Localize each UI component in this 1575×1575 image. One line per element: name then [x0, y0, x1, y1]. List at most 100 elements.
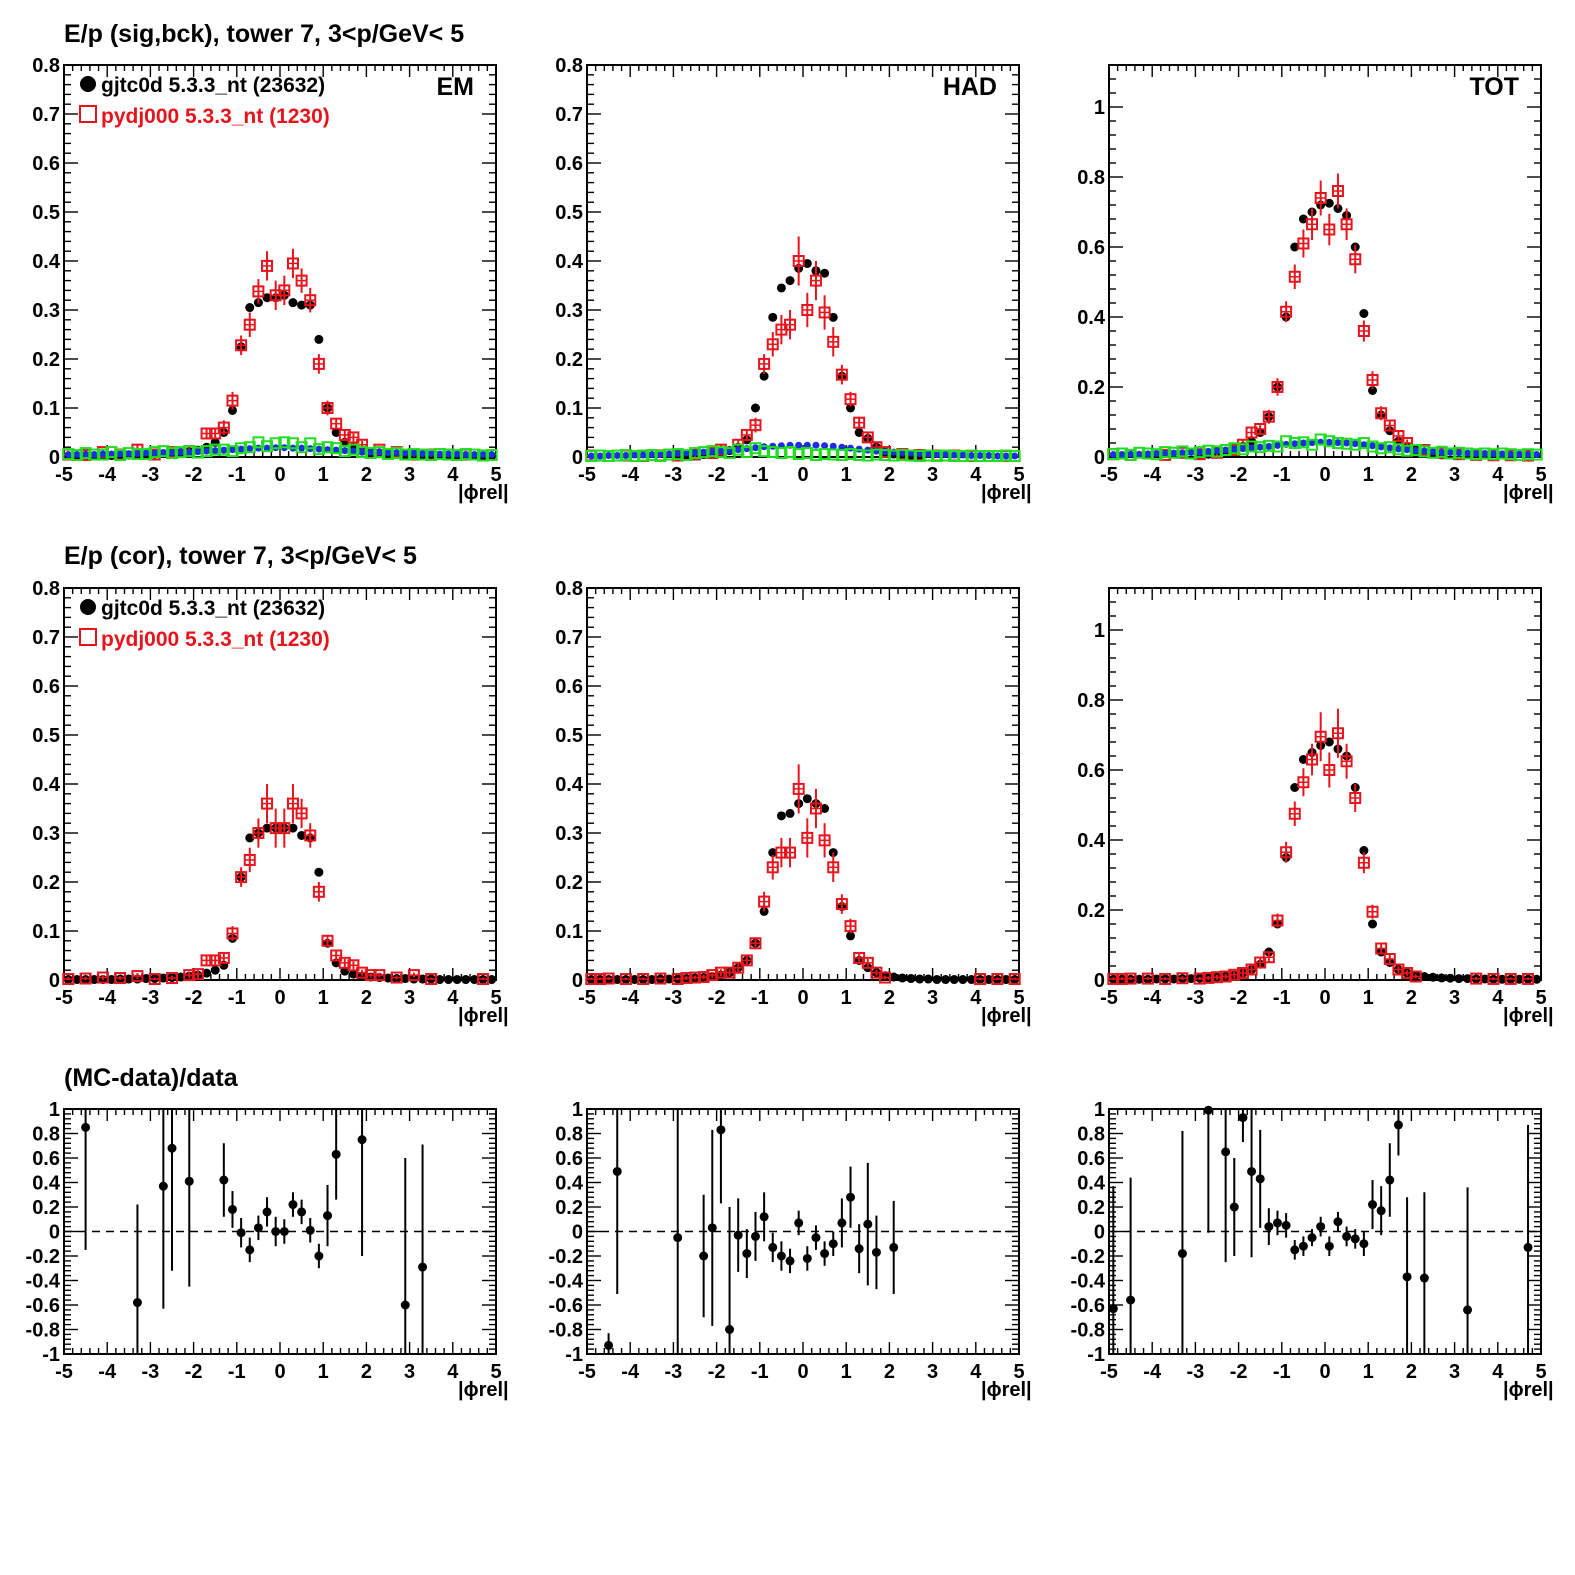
ratio-point: [846, 1192, 856, 1202]
bck-mc-point: [1245, 440, 1258, 453]
ratio-point: [1342, 1231, 1352, 1241]
x-tick-label: 1: [841, 987, 852, 1009]
y-tick-label: 0.6: [32, 676, 60, 698]
ratio-point: [828, 1239, 838, 1249]
bck-data-point: [1204, 447, 1212, 455]
bck-mc-point: [1418, 445, 1431, 458]
x-tick-label: -5: [55, 1361, 73, 1383]
ratio-point: [863, 1219, 873, 1229]
bck-mc-point: [451, 449, 464, 462]
bck-mc-point: [1349, 438, 1362, 451]
chart-panel-9: -5 -4 -3 -2 -1 0 1 2 3 4 5-1-0.8-0.6-0.4-0.200.20.…: [1071, 1099, 1554, 1401]
bck-data-point: [976, 452, 984, 460]
x-tick-label: 1: [318, 1361, 329, 1383]
y-tick-label: 0.8: [1077, 167, 1105, 189]
y-tick-label: 0: [1094, 447, 1105, 469]
bck-mc-point: [1228, 442, 1241, 455]
bck-data-point: [985, 452, 993, 460]
row-title-cor: E/p (cor), tower 7, 3<p/GeV< 5: [64, 542, 417, 570]
data-point: [435, 975, 445, 985]
data-point: [1368, 919, 1378, 929]
bck-data-point: [159, 449, 167, 457]
ratio-point: [1350, 1234, 1360, 1244]
data-point: [1454, 974, 1464, 984]
bck-mc-point: [1340, 437, 1353, 450]
bck-mc-point: [974, 450, 987, 463]
bck-data-point: [488, 451, 496, 459]
x-tick-label: -4: [98, 1361, 117, 1383]
data-point: [297, 300, 307, 310]
chart-panel-6: -5 -4 -3 -2 -1 0 1 2 3 4 5 0 0.2 0.4 0.6 0.8 1 |ϕrel|: [1077, 587, 1554, 1027]
x-tick-label: 1: [318, 987, 329, 1009]
y-tick-label: -0.4: [549, 1271, 584, 1293]
bck-mc-point: [459, 448, 472, 461]
bck-data-point: [596, 452, 604, 460]
bck-data-point: [315, 445, 323, 453]
data-point: [846, 931, 856, 941]
bck-data-point: [674, 450, 682, 458]
data-point: [612, 975, 622, 985]
bck-data-point: [933, 451, 941, 459]
y-tick-label: -1: [565, 1344, 583, 1366]
y-tick-label: 0.8: [1077, 1124, 1105, 1146]
bck-mc-point: [1193, 446, 1206, 459]
y-tick-label: 0.6: [32, 153, 60, 175]
data-point: [854, 428, 864, 437]
bck-mc-point: [286, 437, 299, 450]
y-tick-label: 0.8: [555, 55, 583, 77]
bck-data-point: [812, 441, 820, 449]
x-tick-label: 5: [1535, 1361, 1546, 1383]
bck-data-point: [470, 451, 478, 459]
y-tick-label: 0.1: [555, 398, 583, 420]
bck-mc-point: [1452, 446, 1465, 459]
data-point: [820, 804, 830, 813]
x-axis-label: |ϕrel|: [458, 482, 509, 504]
bck-data-point: [133, 450, 141, 458]
bck-data-point: [358, 448, 366, 456]
bck-mc-point: [157, 445, 170, 458]
x-tick-label: -1: [1273, 987, 1291, 1009]
x-tick-label: -2: [1230, 464, 1248, 486]
bck-data-point: [1464, 449, 1472, 457]
x-tick-label: 2: [1406, 464, 1417, 486]
ratio-point: [81, 1122, 91, 1132]
bck-data-point: [1153, 450, 1161, 457]
ratio-point: [604, 1340, 614, 1350]
y-tick-label: 0.2: [1077, 1197, 1105, 1219]
x-axis-label: |ϕrel|: [981, 1005, 1032, 1027]
data-point: [262, 823, 272, 833]
legend-label-data: gjtc0d 5.3.3_nt (23632): [101, 74, 325, 97]
x-tick-label: 0: [797, 987, 808, 1009]
legend-label-data: gjtc0d 5.3.3_nt (23632): [101, 597, 325, 620]
bck-mc-point: [1444, 447, 1457, 460]
ratio-point: [742, 1249, 752, 1259]
bck-data-point: [367, 448, 375, 456]
bck-data-point: [1196, 448, 1204, 456]
data-point: [949, 975, 959, 985]
bck-mc-point: [269, 437, 282, 450]
x-tick-label: 5: [490, 1361, 501, 1383]
bck-data-point: [298, 444, 306, 452]
bck-mc-point: [88, 448, 101, 461]
data-point: [941, 975, 951, 985]
bck-data-point: [99, 450, 107, 458]
bck-data-point: [631, 451, 639, 459]
x-tick-label: -5: [578, 464, 596, 486]
bck-data-point: [341, 447, 349, 455]
chart-panel-2: -5 -4 -3 -2 -1 0 1 2 3 4 5 0 0.1 0.2 0.3 0.4 0.5 0.6 0.7 0.…: [555, 55, 1031, 504]
x-tick-label: 1: [318, 464, 329, 486]
x-tick-label: -3: [1187, 987, 1205, 1009]
y-tick-label: 0.2: [555, 1197, 583, 1219]
data-point: [1290, 242, 1300, 252]
x-tick-label: 3: [404, 464, 415, 486]
chart-panel-4: -5 -4 -3 -2 -1 0 1 2 3 4 5 0 0.1 0.2 0.3 0.4 0.5 0.6 0.7 0.…: [32, 578, 508, 1027]
x-axis-label: |ϕrel|: [1503, 1379, 1554, 1401]
ratio-point: [1385, 1175, 1395, 1185]
bck-mc-point: [1530, 448, 1543, 461]
data-point: [768, 848, 778, 858]
ratio-point: [1324, 1241, 1334, 1251]
ratio-point: [1281, 1220, 1291, 1230]
ratio-point: [288, 1200, 298, 1210]
bck-mc-point: [948, 450, 961, 463]
y-tick-label: -0.8: [1071, 1320, 1105, 1342]
